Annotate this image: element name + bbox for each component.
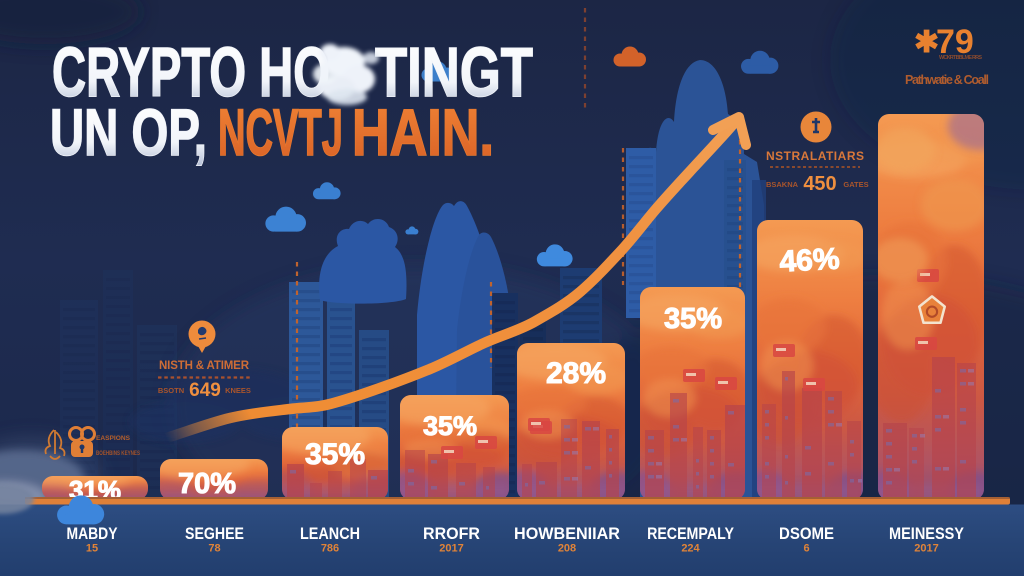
svg-text:35%: 35%: [305, 438, 365, 471]
svg-text:2017: 2017: [914, 543, 938, 555]
svg-text:BOEHBINS KEYNES: BOEHBINS KEYNES: [96, 450, 140, 457]
svg-text:SEGHEE: SEGHEE: [185, 525, 244, 543]
svg-text:224: 224: [681, 543, 700, 555]
svg-text:46%: 46%: [779, 242, 841, 278]
svg-text:Pathwatie & Coall: Pathwatie & Coall: [905, 73, 989, 87]
svg-text:6: 6: [803, 543, 809, 555]
svg-text:BSAKNA: BSAKNA: [766, 180, 799, 189]
svg-text:DSOME: DSOME: [779, 524, 834, 543]
svg-text:EASPIONS: EASPIONS: [96, 435, 131, 442]
svg-text:450: 450: [803, 173, 836, 195]
svg-text:35%: 35%: [423, 411, 477, 441]
svg-text:786: 786: [321, 543, 339, 555]
svg-text:2017: 2017: [439, 543, 463, 555]
svg-text:CRYPTO HO: CRYPTO HO: [52, 33, 330, 112]
svg-text:35%: 35%: [664, 303, 722, 335]
svg-text:NCVTJ: NCVTJ: [218, 96, 343, 169]
svg-text:NISTH & ATIMER: NISTH & ATIMER: [159, 360, 250, 372]
svg-text:GATES: GATES: [843, 180, 868, 189]
svg-text:HOWBENIIAR: HOWBENIIAR: [514, 524, 620, 543]
svg-text:208: 208: [558, 543, 576, 555]
svg-text:WCKRTBBLME RRS: WCKRTBBLME RRS: [939, 55, 982, 61]
svg-text:70%: 70%: [178, 468, 236, 500]
svg-text:KNEES: KNEES: [225, 386, 251, 395]
svg-text:RECEMPALY: RECEMPALY: [647, 525, 734, 543]
svg-text:UN OP,: UN OP,: [50, 96, 207, 170]
svg-text:15: 15: [86, 543, 98, 555]
svg-text:649: 649: [189, 380, 221, 401]
svg-text:LEANCH: LEANCH: [300, 525, 360, 543]
svg-text:RROFR: RROFR: [423, 525, 480, 544]
svg-text:TINGT: TINGT: [375, 34, 533, 112]
svg-text:MABDY: MABDY: [67, 525, 119, 544]
svg-text:MEINESSY: MEINESSY: [889, 525, 964, 543]
svg-text:BSOTN: BSOTN: [158, 386, 184, 395]
svg-text:✱: ✱: [914, 26, 939, 59]
svg-text:28%: 28%: [546, 357, 606, 390]
svg-text:78: 78: [208, 543, 220, 555]
svg-text:HAIN.: HAIN.: [352, 95, 494, 169]
svg-text:79: 79: [936, 23, 974, 61]
svg-text:NSTRALATIARS: NSTRALATIARS: [766, 149, 864, 163]
